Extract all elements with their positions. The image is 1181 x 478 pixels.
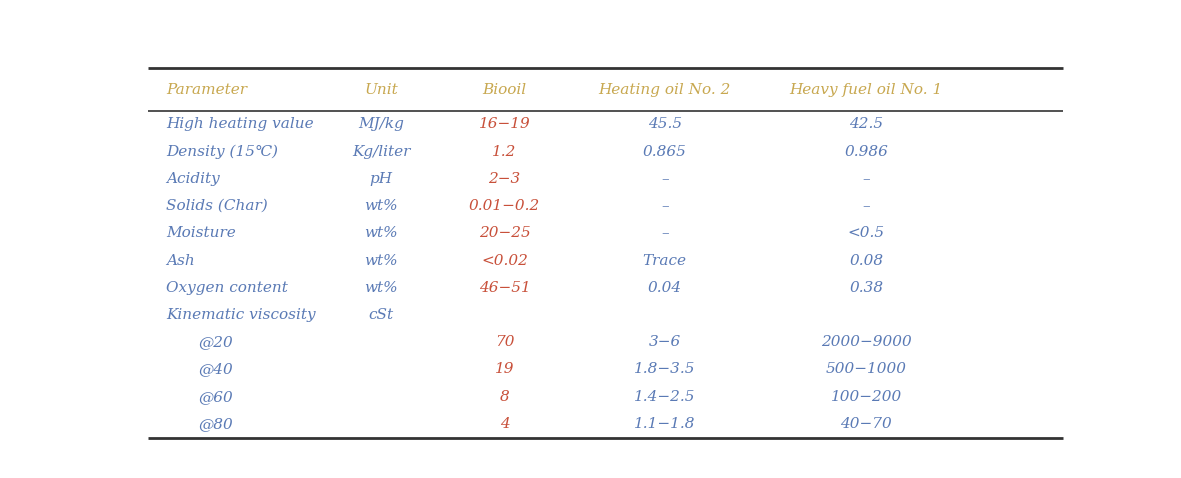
Text: Density (15℃): Density (15℃) (165, 144, 278, 159)
Text: –: – (661, 172, 668, 186)
Text: Oxygen content: Oxygen content (165, 281, 288, 295)
Text: @20: @20 (198, 335, 233, 349)
Text: 8: 8 (500, 390, 509, 404)
Text: 1.4−2.5: 1.4−2.5 (634, 390, 696, 404)
Text: @40: @40 (198, 362, 233, 377)
Text: 19: 19 (495, 362, 515, 377)
Text: Moisture: Moisture (165, 226, 236, 240)
Text: @80: @80 (198, 417, 233, 431)
Text: Heavy fuel oil No. 1: Heavy fuel oil No. 1 (789, 83, 942, 97)
Text: Solids (Char): Solids (Char) (165, 199, 268, 213)
Text: @60: @60 (198, 390, 233, 404)
Text: 42.5: 42.5 (849, 117, 883, 131)
Text: 500−1000: 500−1000 (826, 362, 907, 377)
Text: 0.01−0.2: 0.01−0.2 (469, 199, 540, 213)
Text: 0.865: 0.865 (642, 144, 686, 159)
Text: 0.04: 0.04 (647, 281, 681, 295)
Text: MJ/kg: MJ/kg (358, 117, 404, 131)
Text: wt%: wt% (364, 253, 398, 268)
Text: High heating value: High heating value (165, 117, 313, 131)
Text: Unit: Unit (364, 83, 398, 97)
Text: 2−3: 2−3 (489, 172, 521, 186)
Text: Acidity: Acidity (165, 172, 220, 186)
Text: Heating oil No. 2: Heating oil No. 2 (599, 83, 731, 97)
Text: 1.8−3.5: 1.8−3.5 (634, 362, 696, 377)
Text: 0.986: 0.986 (844, 144, 888, 159)
Text: wt%: wt% (364, 226, 398, 240)
Text: 20−25: 20−25 (478, 226, 530, 240)
Text: 2000−9000: 2000−9000 (821, 335, 912, 349)
Text: 3−6: 3−6 (648, 335, 681, 349)
Text: –: – (862, 172, 870, 186)
Text: 0.08: 0.08 (849, 253, 883, 268)
Text: cSt: cSt (368, 308, 393, 322)
Text: 40−70: 40−70 (840, 417, 892, 431)
Text: 0.38: 0.38 (849, 281, 883, 295)
Text: 4: 4 (500, 417, 509, 431)
Text: Kg/liter: Kg/liter (352, 144, 410, 159)
Text: <0.5: <0.5 (848, 226, 885, 240)
Text: Ash: Ash (165, 253, 195, 268)
Text: Trace: Trace (642, 253, 687, 268)
Text: Kinematic viscosity: Kinematic viscosity (165, 308, 315, 322)
Text: –: – (661, 226, 668, 240)
Text: –: – (661, 199, 668, 213)
Text: wt%: wt% (364, 199, 398, 213)
Text: 1.2: 1.2 (492, 144, 517, 159)
Text: pH: pH (370, 172, 392, 186)
Text: wt%: wt% (364, 281, 398, 295)
Text: Biooil: Biooil (483, 83, 527, 97)
Text: 100−200: 100−200 (830, 390, 902, 404)
Text: <0.02: <0.02 (481, 253, 528, 268)
Text: 16−19: 16−19 (478, 117, 530, 131)
Text: 45.5: 45.5 (647, 117, 681, 131)
Text: 46−51: 46−51 (478, 281, 530, 295)
Text: –: – (862, 199, 870, 213)
Text: 1.1−1.8: 1.1−1.8 (634, 417, 696, 431)
Text: Parameter: Parameter (165, 83, 247, 97)
Text: 70: 70 (495, 335, 515, 349)
